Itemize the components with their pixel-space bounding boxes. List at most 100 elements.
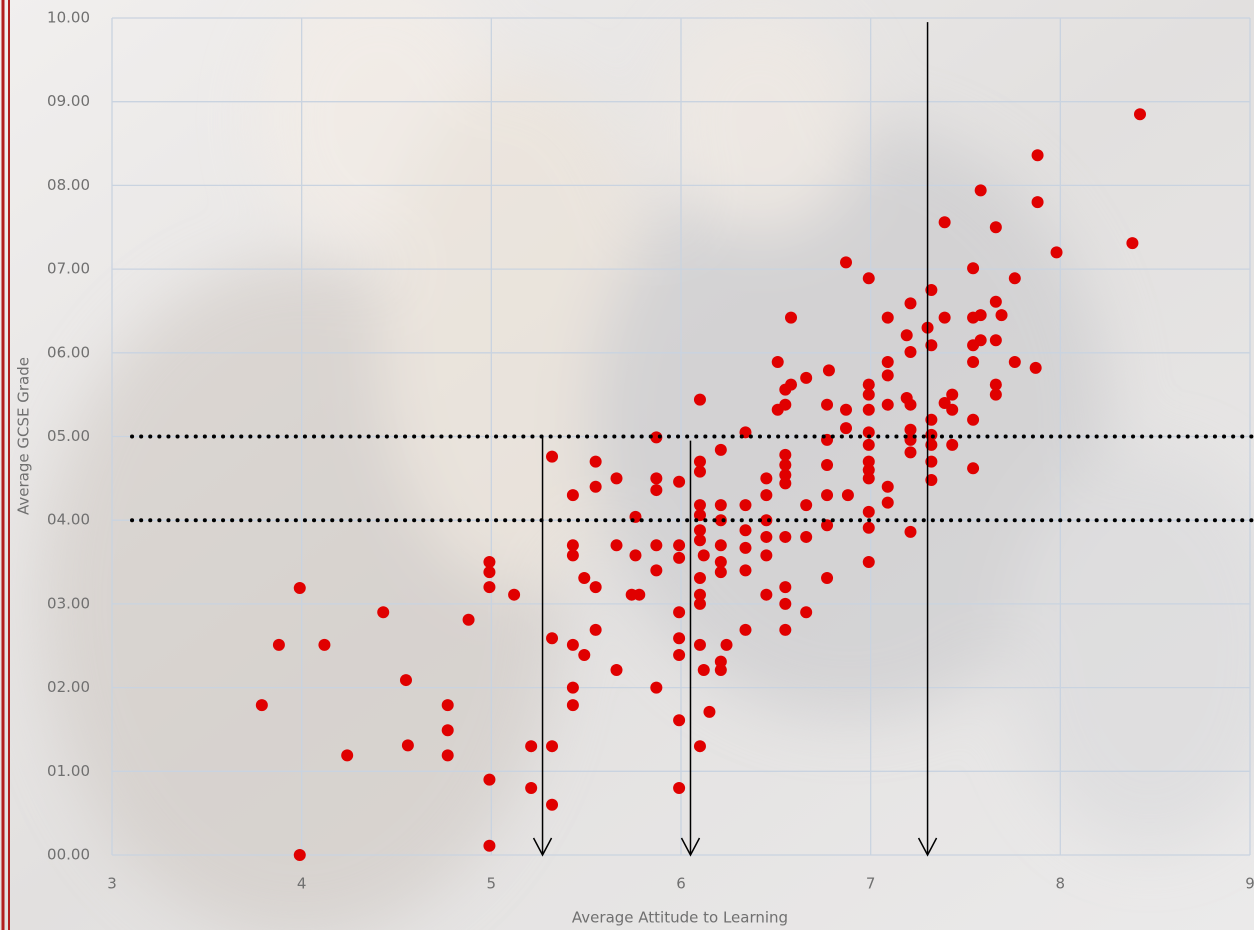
data-point	[779, 458, 792, 471]
data-point	[714, 539, 727, 552]
data-point	[800, 371, 813, 384]
data-point	[900, 329, 913, 342]
data-point	[881, 398, 894, 411]
data-point	[693, 455, 706, 468]
x-tick-label: 4	[297, 875, 307, 893]
data-point	[739, 524, 752, 537]
data-point	[989, 388, 1002, 401]
data-point	[714, 664, 727, 677]
data-point	[785, 378, 798, 391]
data-point	[760, 514, 773, 527]
y-tick-label: 10.00	[47, 9, 90, 27]
data-point	[693, 393, 706, 406]
data-point	[483, 773, 496, 786]
data-point	[779, 398, 792, 411]
data-point	[840, 422, 853, 435]
data-point	[881, 496, 894, 509]
data-point	[881, 480, 894, 493]
x-tick-label: 3	[107, 875, 117, 893]
background-photo	[40, 0, 1254, 930]
data-point	[525, 782, 538, 795]
data-point	[589, 581, 602, 594]
data-point	[650, 472, 663, 485]
data-point	[610, 664, 623, 677]
data-point	[760, 530, 773, 543]
data-point	[673, 782, 686, 795]
data-point	[1050, 246, 1063, 259]
data-point	[693, 534, 706, 547]
data-point	[904, 446, 917, 459]
data-point	[739, 541, 752, 554]
y-tick-label: 07.00	[47, 260, 90, 278]
data-point	[739, 499, 752, 512]
data-point	[925, 455, 938, 468]
data-point	[946, 438, 959, 451]
data-point	[714, 499, 727, 512]
data-point	[862, 438, 875, 451]
data-point	[693, 571, 706, 584]
data-point	[739, 623, 752, 636]
data-point	[566, 489, 579, 502]
data-point	[862, 505, 875, 518]
x-tick-label: 5	[487, 875, 497, 893]
data-point	[739, 564, 752, 577]
data-point	[779, 469, 792, 482]
data-point	[610, 472, 623, 485]
data-point	[1126, 237, 1139, 250]
x-tick-label: 9	[1245, 875, 1254, 893]
data-point	[989, 221, 1002, 234]
data-point	[881, 369, 894, 382]
data-point	[566, 539, 579, 552]
data-point	[589, 480, 602, 493]
data-point	[862, 388, 875, 401]
data-point	[462, 613, 475, 626]
data-point	[483, 581, 496, 594]
data-point	[904, 398, 917, 411]
data-point	[401, 739, 414, 752]
data-point	[946, 403, 959, 416]
data-point	[650, 681, 663, 694]
data-point	[673, 648, 686, 661]
data-point	[881, 311, 894, 324]
data-point	[441, 699, 454, 712]
data-point	[904, 423, 917, 436]
data-point	[566, 699, 579, 712]
data-point	[1029, 361, 1042, 374]
data-point	[693, 638, 706, 651]
data-point	[821, 571, 834, 584]
data-point	[633, 588, 646, 601]
data-point	[974, 334, 987, 347]
data-point	[697, 664, 710, 677]
x-axis-title: Average Attitude to Learning	[572, 909, 788, 927]
data-point	[771, 356, 784, 369]
y-tick-label: 04.00	[47, 511, 90, 529]
data-point	[1008, 272, 1021, 285]
data-point	[566, 638, 579, 651]
y-tick-label: 02.00	[47, 678, 90, 696]
data-point	[566, 681, 579, 694]
data-point	[967, 413, 980, 426]
data-point	[862, 426, 875, 439]
x-tick-label: 6	[676, 875, 686, 893]
data-point	[693, 588, 706, 601]
data-point	[989, 295, 1002, 308]
data-point	[862, 272, 875, 285]
data-point	[714, 443, 727, 456]
data-point	[925, 413, 938, 426]
data-point	[441, 724, 454, 737]
data-point	[673, 714, 686, 727]
data-point	[589, 623, 602, 636]
data-point	[1133, 108, 1146, 121]
data-point	[862, 378, 875, 391]
data-point	[441, 749, 454, 762]
data-point	[650, 431, 663, 444]
data-point	[904, 525, 917, 538]
data-point	[714, 514, 727, 527]
arrow-head	[917, 837, 938, 857]
data-point	[693, 597, 706, 610]
data-point	[693, 499, 706, 512]
data-point	[546, 740, 559, 753]
data-point	[760, 472, 773, 485]
data-point	[693, 509, 706, 522]
